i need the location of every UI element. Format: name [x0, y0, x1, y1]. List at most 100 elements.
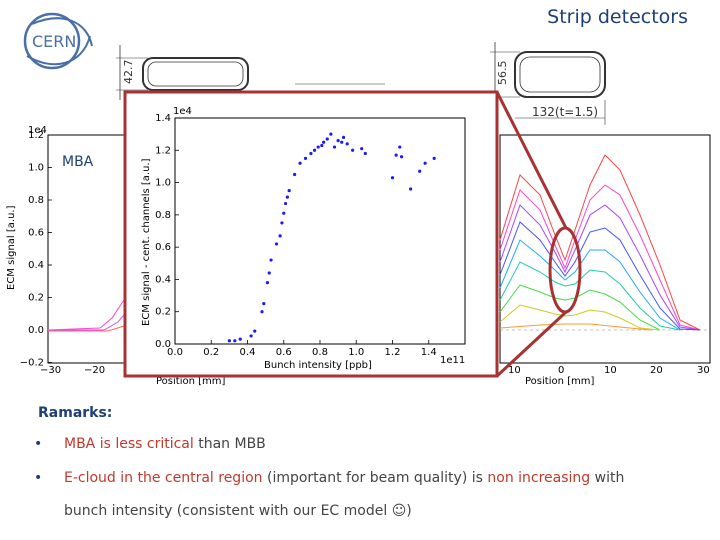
inset-xtick-label: 1.4 [421, 347, 437, 358]
scatter-point [345, 142, 349, 146]
left-xtick: −30 [40, 365, 61, 376]
scatter-point [280, 221, 284, 225]
inset-ytick-label: 0.4 [155, 274, 171, 285]
left-ytick-label: −0.2 [20, 358, 44, 369]
scatter-point [249, 334, 253, 338]
scatter-point [269, 258, 273, 262]
scatter-point [274, 242, 279, 246]
right-ecm-chart: 10 0 10 20 30 Position [mm] [499, 134, 711, 387]
scatter-point [287, 189, 291, 193]
bullet-2-line-2: bunch intensity (consistent with our EC … [64, 503, 412, 519]
inset-xtick-label: 0.2 [203, 347, 219, 358]
bullet-1: MBA is less critical than MBB [64, 436, 266, 452]
logo-text: CERN [32, 32, 76, 51]
scatter-point [390, 176, 395, 180]
left-ytick-label: 0.0 [28, 325, 44, 336]
scatter-point [423, 161, 427, 165]
scatter-point [312, 148, 317, 152]
scatter-point [336, 139, 340, 143]
connector-line-top [495, 91, 568, 229]
scatter-point [309, 151, 313, 156]
inset-ytick-label: 1.0 [155, 178, 171, 189]
left-ecm-chart: 1e4 MBA ECM signal [a.u.] 1.2 1.0 0.8 0.6 0.… [6, 125, 225, 387]
left-ytick-label: 0.2 [28, 293, 44, 304]
scatter-point [238, 337, 242, 341]
pipe-drawing-left: 42.7 [116, 45, 385, 100]
bullet-2-marker: • [34, 470, 43, 486]
scatter-point [320, 143, 324, 148]
left-ylabel: ECM signal [a.u.] [6, 205, 17, 290]
right-xtick: 0 [558, 365, 564, 376]
scatter-point [341, 135, 346, 139]
scatter-point [399, 155, 404, 159]
inset-xtick-label: 1.0 [348, 347, 364, 358]
inset-xtick-label: 0.8 [312, 347, 328, 358]
right-xlabel: Position [mm] [525, 376, 594, 387]
left-ytick-label: 0.8 [28, 195, 44, 206]
slide-title: Strip detectors [547, 6, 688, 28]
bullet-1-emphasis: MBA is less critical [64, 436, 194, 452]
scatter-point [298, 161, 302, 165]
scatter-point [260, 310, 264, 314]
bullet-2-emphasis-1: E-cloud in the central region [64, 470, 263, 486]
inset-xtick-label: 1.2 [385, 347, 401, 358]
dim-right-label: 56.5 [496, 61, 509, 86]
scatter-point [282, 211, 286, 215]
inset-ytick-label: 0.2 [155, 307, 171, 318]
scatter-point [322, 140, 326, 144]
inset-ytick-label: 1.2 [155, 145, 171, 156]
mba-label: MBA [62, 154, 94, 170]
pipe-drawing-right: 56.5 132(t=1.5) [490, 42, 606, 125]
scatter-point [398, 145, 402, 149]
cern-logo: CERN [23, 12, 93, 70]
bullet-1-text: than MBB [193, 436, 266, 452]
scatter-point [265, 281, 270, 285]
scatter-point [351, 148, 355, 152]
inset-xtick-label: 0.6 [276, 347, 292, 358]
scatter-point [293, 172, 297, 177]
scatter-point [363, 151, 367, 156]
inset-exponent-x: 1e11 [440, 355, 465, 366]
inset-frame [123, 90, 499, 378]
scatter-point [432, 156, 436, 160]
bullet-2-emphasis-2: non increasing [487, 470, 591, 486]
remarks-heading: Ramarks: [38, 405, 113, 421]
scatter-point [253, 329, 257, 333]
left-ytick-label: 1.2 [28, 130, 44, 141]
inset-ytick-label: 0.8 [155, 210, 171, 221]
inset-exponent-y: 1e4 [173, 106, 192, 117]
scatter-point [394, 153, 398, 157]
connector-line-bottom [495, 310, 568, 378]
inset-xtick-label: 0.0 [167, 347, 183, 358]
scatter-point [329, 132, 333, 136]
inset-scatter-chart: 1e4 1e11 ECM signal - cent. channels [a.… [141, 106, 466, 371]
inset-xtick-label: 0.4 [240, 347, 256, 358]
bullet-2-text-1: (important for beam quality) is [262, 470, 488, 486]
left-ytick-label: 0.6 [28, 228, 44, 239]
inset-ytick-label: 0.6 [155, 242, 171, 253]
right-xtick: 10 [604, 365, 617, 376]
inset-xlabel: Bunch intensity [ppb] [264, 360, 372, 371]
background-figure: 42.7 56.5 132(t=1.5) 1e4 MBA ECM signal … [6, 42, 711, 387]
left-xlabel: Position [mm] [156, 376, 225, 387]
inset-ylabel: ECM signal - cent. channels [a.u.] [141, 158, 152, 326]
bullet-2-text-2: with [590, 470, 625, 486]
scatter-point [360, 147, 364, 151]
inset-ytick-label: 1.4 [155, 113, 171, 124]
scatter-point [278, 234, 282, 238]
left-ytick-label: 0.4 [28, 260, 44, 271]
scatter-point [409, 187, 413, 191]
bullet-1-marker: • [34, 436, 43, 452]
scatter-point [418, 169, 422, 173]
right-xtick: 20 [650, 365, 663, 376]
dim-right-width-label: 132(t=1.5) [532, 105, 598, 119]
right-xtick: 10 [508, 365, 521, 376]
inset-ytick-label: 0.0 [155, 339, 171, 350]
dim-left-label: 42.7 [122, 60, 135, 85]
left-xtick: −20 [84, 365, 105, 376]
scatter-point [267, 271, 271, 275]
scatter-point [325, 137, 329, 141]
right-xtick: 30 [697, 365, 710, 376]
left-ytick-label: 1.0 [28, 163, 44, 174]
scatter-point [303, 156, 308, 160]
